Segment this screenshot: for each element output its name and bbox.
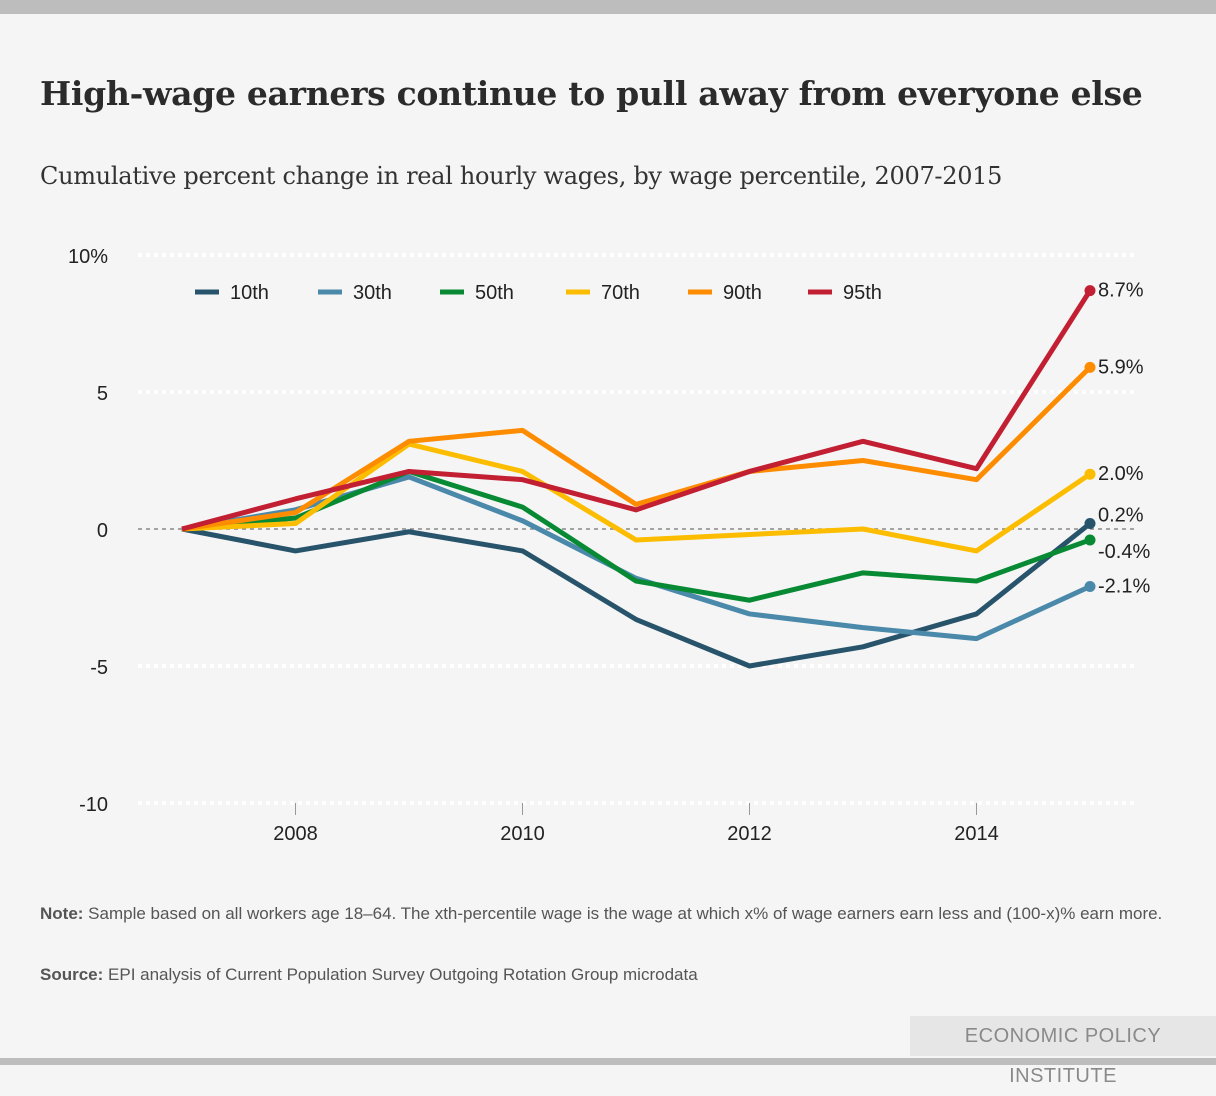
end-point-95th — [1084, 285, 1096, 297]
bottom-border — [0, 1058, 1216, 1065]
series-line-50th — [181, 468, 1091, 603]
legend-label-30th: 30th — [353, 282, 392, 304]
legend-label-95th: 95th — [843, 282, 882, 304]
y-tick-label: 5 — [97, 383, 108, 405]
epi-logo: ECONOMIC POLICY INSTITUTE — [910, 1016, 1216, 1087]
y-tick-label: 0 — [97, 520, 108, 542]
legend-label-10th: 10th — [230, 282, 269, 304]
end-label-50th: -0.4% — [1098, 541, 1150, 563]
chart-title: High-wage earners continue to pull away … — [40, 74, 1143, 113]
end-point-10th — [1084, 518, 1096, 530]
y-tick-label: -5 — [90, 657, 108, 679]
line-chart: 10% 5 0 -5 -10 2008 2010 2012 2014 10th 30th 50th 70… — [68, 246, 1150, 845]
chart-source: Source: EPI analysis of Current Populati… — [40, 965, 698, 985]
end-label-10th: 0.2% — [1098, 505, 1144, 527]
note-label: Note: — [40, 904, 84, 923]
x-tick-label: 2012 — [727, 823, 772, 845]
legend-label-70th: 70th — [601, 282, 640, 304]
end-label-90th: 5.9% — [1098, 356, 1144, 378]
end-label-70th: 2.0% — [1098, 463, 1144, 485]
series-line-95th — [181, 289, 1093, 532]
end-point-30th — [1084, 581, 1096, 593]
note-text: Sample based on all workers age 18–64. T… — [83, 904, 1163, 923]
y-tick-label: -10 — [79, 794, 108, 816]
end-label-30th: -2.1% — [1098, 576, 1150, 598]
legend-label-50th: 50th — [475, 282, 514, 304]
chart-subtitle: Cumulative percent change in real hourly… — [40, 162, 1003, 190]
end-point-70th — [1084, 468, 1096, 480]
top-border — [0, 0, 1216, 14]
end-point-90th — [1084, 361, 1096, 373]
x-tick-label: 2014 — [954, 823, 999, 845]
y-tick-label: 10% — [68, 246, 108, 268]
legend-label-90th: 90th — [723, 282, 762, 304]
source-label: Source: — [40, 965, 104, 984]
end-label-95th: 8.7% — [1098, 280, 1144, 302]
series-line-70th — [181, 441, 1092, 554]
x-tick-label: 2010 — [500, 823, 545, 845]
source-text: EPI analysis of Current Population Surve… — [103, 965, 698, 984]
series-line-10th — [181, 521, 1092, 669]
x-tick-label: 2008 — [273, 823, 318, 845]
end-point-50th — [1084, 534, 1096, 546]
chart-note: Note: Sample based on all workers age 18… — [40, 900, 1180, 927]
